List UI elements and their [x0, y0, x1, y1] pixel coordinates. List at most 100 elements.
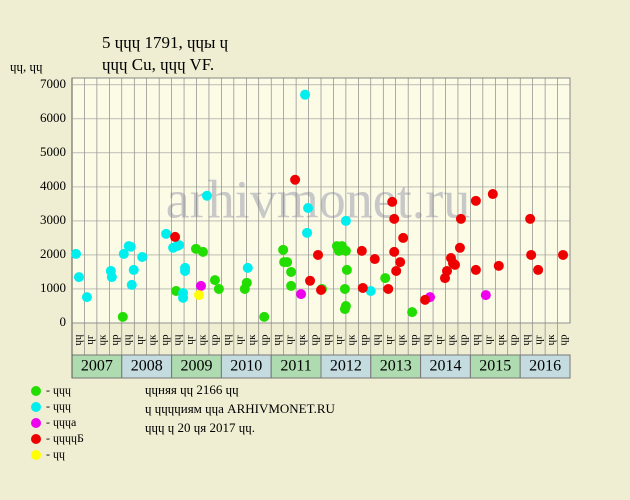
- point: [161, 228, 172, 239]
- point: [282, 257, 293, 268]
- legend-label: - ɥɥɥ: [46, 383, 71, 397]
- point: [369, 254, 380, 265]
- quarter-label: ɥɥ: [371, 334, 383, 346]
- quarter-label: ɥр: [308, 334, 320, 346]
- quarter-label: ɥɥ: [321, 334, 333, 346]
- quarter-label: ɥɥ: [520, 334, 532, 346]
- point: [305, 275, 316, 286]
- point: [296, 289, 307, 300]
- note: ɥ ɥɥɥɥиям ɥɥа ARHIVMONET.RU: [145, 401, 336, 416]
- quarter-label: ɥк: [246, 334, 258, 346]
- year-label: 2013: [380, 358, 412, 375]
- quarter-label: ɥr: [283, 335, 295, 345]
- point: [125, 241, 136, 252]
- quarter-label: ɥк: [196, 334, 208, 346]
- point: [81, 292, 92, 303]
- point: [389, 213, 400, 224]
- point: [178, 292, 189, 303]
- point: [526, 249, 537, 260]
- legend-marker: [31, 450, 41, 460]
- point: [391, 265, 402, 276]
- legend-label: - ɥɥɥɥБ: [46, 431, 84, 445]
- point: [470, 195, 481, 206]
- y-tick-label: 5000: [40, 144, 66, 159]
- point: [449, 259, 460, 270]
- legend-marker: [31, 418, 41, 428]
- quarter-label: ɥɥ: [171, 334, 183, 346]
- legend-label: - ɥɥ: [46, 447, 65, 461]
- quarter-label: ɥр: [159, 334, 171, 346]
- point: [201, 190, 212, 201]
- point: [533, 264, 544, 275]
- quarter-label: ɥк: [495, 334, 507, 346]
- point: [470, 264, 481, 275]
- quarter-label: ɥr: [383, 335, 395, 345]
- point: [493, 260, 504, 271]
- point: [300, 89, 311, 100]
- quarter-label: ɥк: [445, 334, 457, 346]
- point: [407, 307, 418, 318]
- point: [313, 249, 324, 260]
- quarter-label: ɥɥ: [221, 334, 233, 346]
- point: [242, 262, 253, 273]
- point: [278, 244, 289, 255]
- point: [303, 202, 314, 213]
- quarter-label: ɥр: [557, 334, 569, 346]
- point: [383, 283, 394, 294]
- point: [70, 248, 81, 259]
- quarter-label: ɥр: [358, 334, 370, 346]
- quarter-label: ɥр: [259, 334, 271, 346]
- year-label: 2011: [280, 358, 311, 375]
- point: [117, 311, 128, 322]
- point: [195, 280, 206, 291]
- quarter-label: ɥр: [209, 334, 221, 346]
- chart-subtitle: ɥɥɥ Cu, ɥɥɥ VF.: [102, 55, 214, 74]
- legend-label: - ɥɥɥ: [46, 399, 71, 413]
- point: [197, 246, 208, 257]
- point: [137, 251, 148, 262]
- point: [193, 290, 204, 301]
- y-tick-label: 3000: [40, 212, 66, 227]
- legend-label: - ɥɥɥа: [46, 415, 77, 429]
- point: [209, 275, 220, 286]
- point: [340, 215, 351, 226]
- y-tick-label: 2000: [40, 246, 66, 261]
- year-label: 2009: [181, 358, 213, 375]
- point: [420, 294, 431, 305]
- quarter-label: ɥr: [234, 335, 246, 345]
- quarter-label: ɥr: [483, 335, 495, 345]
- point: [290, 174, 301, 185]
- quarter-label: ɥr: [333, 335, 345, 345]
- point: [126, 279, 137, 290]
- point: [339, 304, 350, 315]
- point: [174, 240, 185, 251]
- point: [487, 189, 498, 200]
- point: [170, 231, 181, 242]
- point: [286, 280, 297, 291]
- point: [316, 284, 326, 295]
- point: [118, 248, 129, 259]
- point: [480, 290, 491, 301]
- point: [73, 272, 84, 283]
- quarter-label: ɥр: [508, 334, 520, 346]
- quarter-label: ɥɥ: [470, 334, 482, 346]
- point: [286, 266, 297, 277]
- point: [339, 283, 350, 294]
- note: ɥɥɥ ɥ 20 ɥя 2017 ɥɥ.: [145, 420, 255, 435]
- point: [259, 311, 270, 322]
- legend-marker: [31, 386, 41, 396]
- quarter-label: ɥк: [395, 334, 407, 346]
- point: [387, 196, 398, 207]
- quarter-label: ɥɥ: [122, 334, 134, 346]
- year-label: 2008: [131, 358, 163, 375]
- point: [525, 213, 536, 224]
- y-tick-label: 1000: [40, 280, 66, 295]
- point: [340, 245, 351, 256]
- quarter-label: ɥк: [346, 334, 358, 346]
- point: [241, 277, 252, 288]
- point: [356, 245, 367, 256]
- legend-marker: [31, 434, 41, 444]
- quarter-label: ɥr: [433, 335, 445, 345]
- year-label: 2014: [430, 358, 462, 375]
